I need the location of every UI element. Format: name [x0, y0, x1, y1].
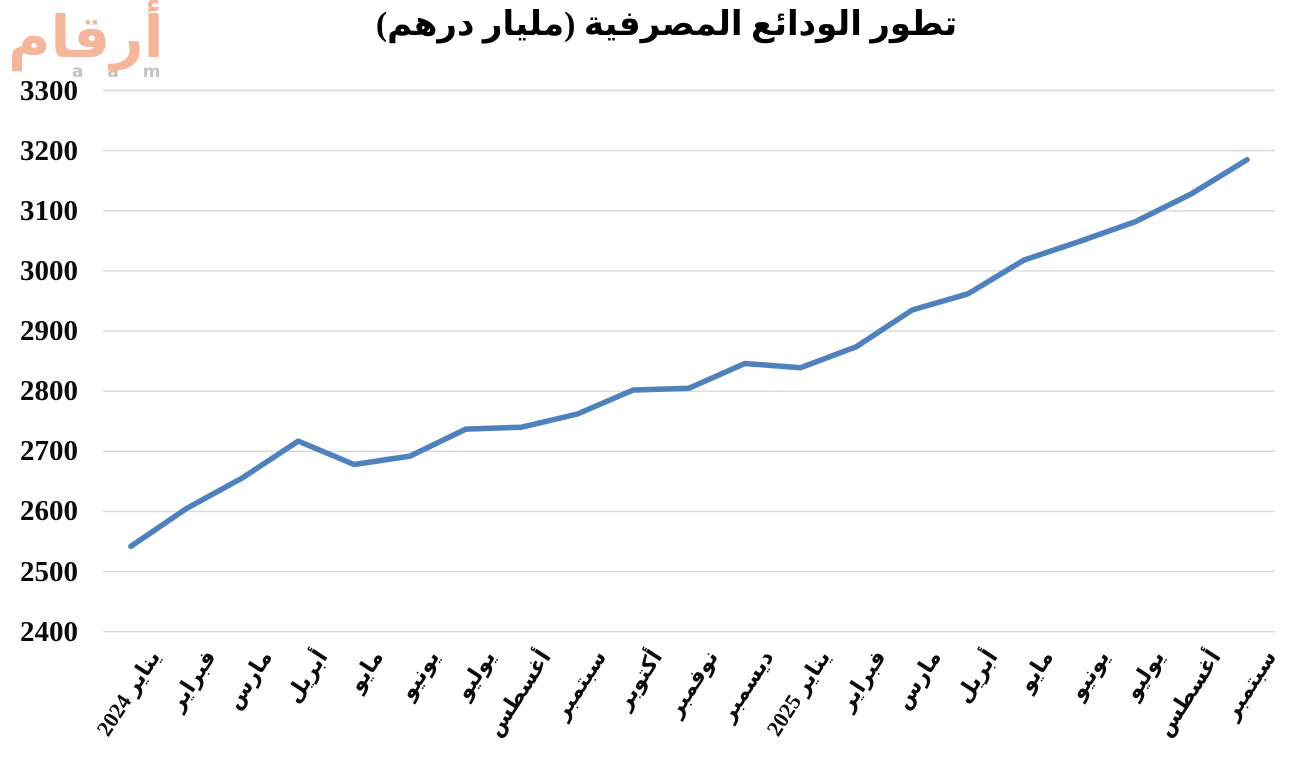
- deposits-line-series: [128, 156, 1250, 550]
- y-axis-tick-label: 2400: [20, 615, 78, 648]
- y-axis-tick-label: 2700: [20, 435, 78, 468]
- y-axis-tick-label: 2500: [20, 555, 78, 588]
- y-axis-tick-label: 3200: [20, 134, 78, 167]
- y-axis-tick-label: 3300: [20, 74, 78, 107]
- argaam-logo-arabic-text: أرقام: [8, 3, 164, 71]
- y-axis-tick-label: 2600: [20, 495, 78, 528]
- argaam-watermark-text: a a m: [72, 62, 170, 82]
- chart-title: تطور الودائع المصرفية (مليار درهم): [375, 6, 958, 43]
- argaam-logo: a a m أرقام: [6, 0, 191, 89]
- y-axis-tick-label: 2900: [20, 315, 78, 348]
- y-axis-tick-label: 3100: [20, 194, 78, 227]
- y-axis-tick-label: 3000: [20, 254, 78, 287]
- y-axis-tick-label: 2800: [20, 375, 78, 408]
